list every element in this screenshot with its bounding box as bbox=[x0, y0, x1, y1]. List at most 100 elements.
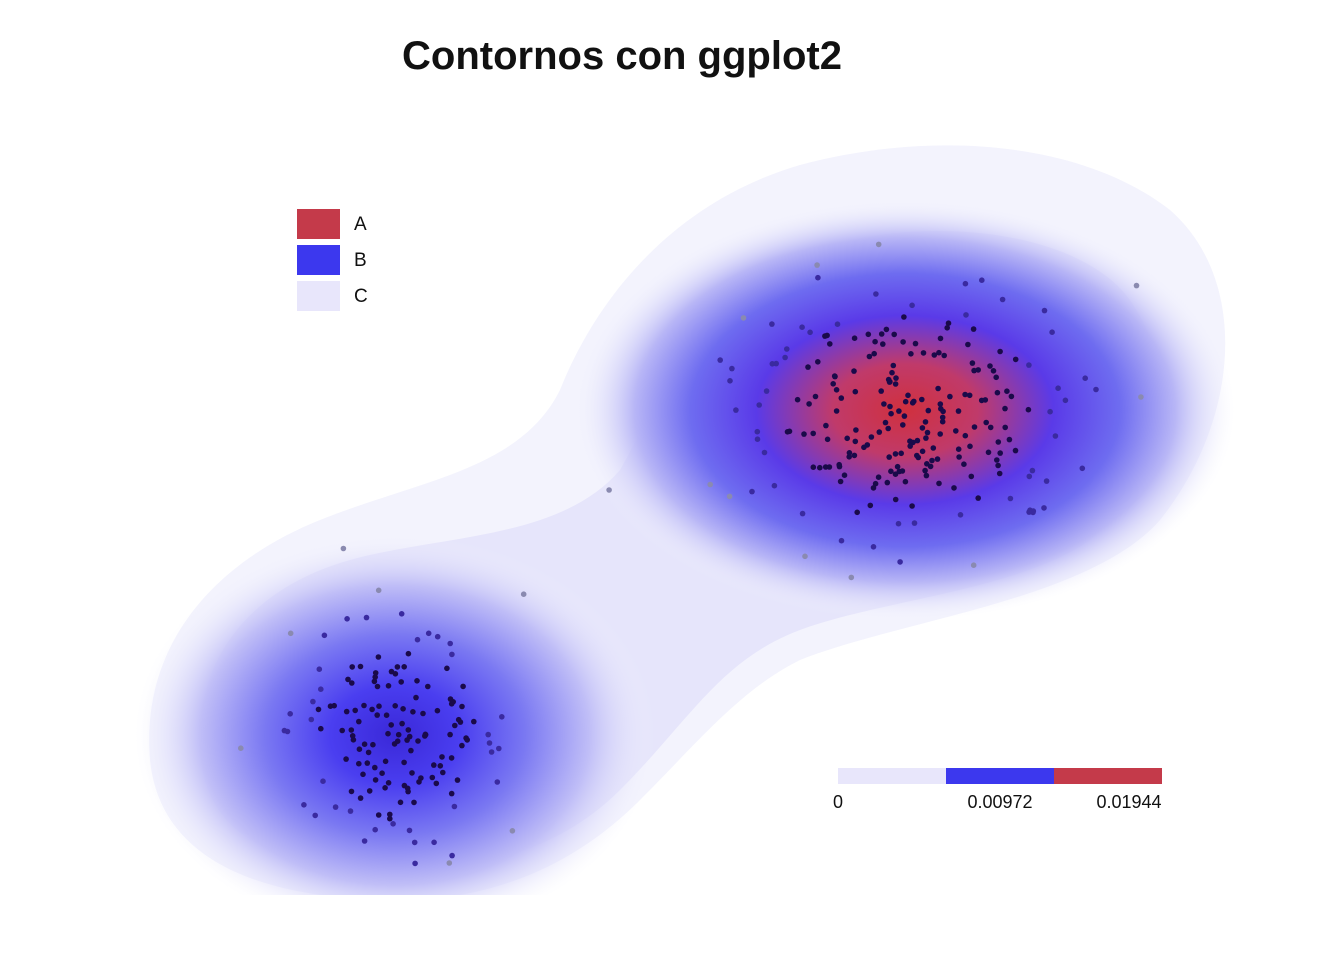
data-point bbox=[965, 341, 971, 348]
data-point bbox=[348, 727, 355, 733]
data-point bbox=[867, 502, 874, 509]
data-point bbox=[841, 472, 848, 479]
data-point bbox=[934, 456, 941, 462]
data-point bbox=[422, 731, 429, 738]
data-point bbox=[1002, 405, 1008, 412]
data-point bbox=[357, 663, 364, 670]
data-point bbox=[318, 725, 324, 732]
data-point bbox=[865, 331, 872, 338]
legend-item-b: B bbox=[297, 245, 417, 275]
data-point bbox=[919, 448, 926, 455]
data-point bbox=[754, 436, 761, 443]
data-point bbox=[364, 760, 371, 766]
data-point bbox=[922, 419, 929, 425]
data-point bbox=[771, 482, 778, 489]
data-point bbox=[339, 727, 346, 734]
data-point bbox=[801, 431, 807, 437]
data-point bbox=[895, 520, 902, 527]
data-point bbox=[347, 808, 354, 814]
data-point bbox=[1043, 478, 1050, 484]
data-point bbox=[405, 650, 412, 657]
data-point bbox=[870, 544, 877, 550]
cluster-low-density bbox=[135, 535, 655, 895]
data-point bbox=[971, 424, 978, 430]
data-point bbox=[1047, 408, 1053, 415]
data-point bbox=[907, 443, 913, 449]
data-point bbox=[520, 591, 527, 597]
data-point bbox=[429, 774, 436, 781]
color-scale-tick-0: 0 bbox=[832, 792, 844, 812]
data-point bbox=[411, 799, 417, 806]
legend-swatch-b bbox=[297, 245, 340, 275]
data-point bbox=[349, 664, 356, 670]
data-point bbox=[707, 481, 713, 488]
data-point bbox=[310, 698, 316, 705]
data-point bbox=[446, 860, 453, 866]
data-point bbox=[887, 403, 893, 410]
data-point bbox=[320, 778, 326, 784]
data-point bbox=[387, 811, 393, 818]
data-point bbox=[900, 339, 906, 345]
legend-item-c: C bbox=[297, 281, 417, 311]
data-point bbox=[782, 354, 788, 361]
data-point bbox=[370, 741, 376, 748]
data-point bbox=[866, 353, 873, 360]
data-point bbox=[1030, 508, 1037, 514]
data-point bbox=[385, 780, 392, 786]
data-point bbox=[374, 683, 381, 690]
data-point bbox=[499, 714, 505, 720]
data-point bbox=[343, 708, 350, 715]
data-point bbox=[970, 562, 977, 568]
data-point bbox=[401, 759, 407, 766]
data-point bbox=[979, 277, 985, 284]
density-layer bbox=[135, 145, 1235, 895]
data-point bbox=[893, 375, 899, 381]
data-point bbox=[931, 352, 938, 358]
data-point bbox=[449, 651, 455, 658]
data-point bbox=[969, 360, 976, 366]
data-point bbox=[966, 392, 973, 399]
data-point bbox=[997, 450, 1003, 456]
data-point bbox=[1049, 329, 1055, 336]
data-point bbox=[876, 429, 883, 435]
data-point bbox=[437, 763, 444, 769]
data-point bbox=[838, 395, 845, 401]
data-point bbox=[827, 341, 833, 347]
data-point bbox=[1002, 424, 1008, 431]
data-point bbox=[901, 314, 907, 320]
data-point bbox=[287, 630, 294, 637]
data-point bbox=[387, 815, 393, 822]
data-point bbox=[886, 379, 893, 385]
data-point bbox=[332, 804, 339, 810]
data-point bbox=[925, 407, 932, 414]
data-point bbox=[975, 495, 981, 501]
data-point bbox=[891, 331, 897, 338]
color-scale-tick-1: 0.00972 bbox=[967, 792, 1033, 812]
data-point bbox=[414, 636, 421, 643]
data-point bbox=[854, 509, 860, 516]
data-point bbox=[385, 683, 392, 689]
data-point bbox=[1029, 467, 1036, 474]
data-point bbox=[878, 388, 884, 394]
data-point bbox=[412, 860, 418, 867]
data-point bbox=[281, 727, 288, 734]
data-point bbox=[410, 709, 416, 715]
data-point bbox=[361, 702, 367, 709]
data-point bbox=[447, 731, 453, 738]
legend-swatch-a bbox=[297, 209, 340, 239]
data-point bbox=[416, 779, 422, 785]
data-point bbox=[769, 321, 775, 327]
data-point bbox=[882, 419, 889, 426]
data-point bbox=[356, 760, 362, 767]
data-point bbox=[382, 785, 388, 791]
data-point bbox=[761, 449, 768, 456]
data-point bbox=[408, 747, 414, 754]
data-point bbox=[451, 803, 458, 810]
data-point bbox=[892, 496, 899, 503]
data-point bbox=[802, 553, 808, 560]
data-point bbox=[717, 357, 723, 363]
data-point bbox=[1004, 388, 1010, 395]
chart-title: Contornos con ggplot2 bbox=[402, 34, 842, 78]
data-point bbox=[727, 378, 733, 384]
data-point bbox=[995, 462, 1001, 469]
